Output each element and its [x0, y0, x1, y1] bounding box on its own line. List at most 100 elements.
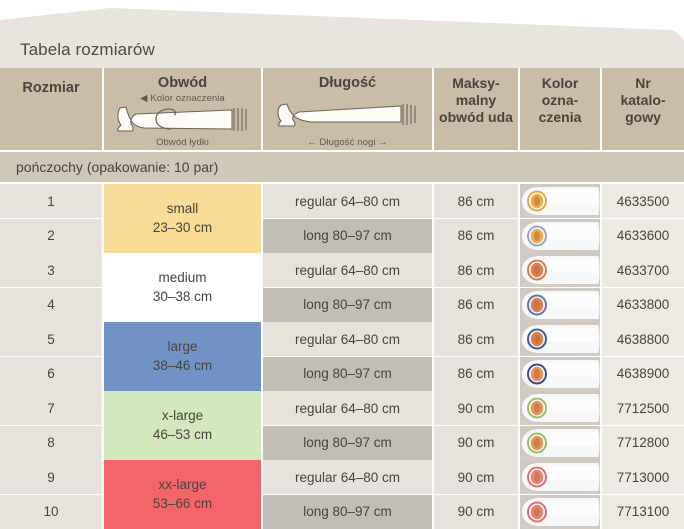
- cell-rozmiar: 2: [0, 218, 102, 253]
- cell-dlugosc: long 80–97 cm: [263, 218, 432, 253]
- table-row: 1 regular 64–80 cm 86 cm 4633500: [0, 184, 684, 218]
- sock-marker-photo-icon: [520, 494, 600, 529]
- size-group-block: xx-large 53–66 cm: [104, 460, 261, 529]
- cell-kolor-oznaczenia: [520, 287, 600, 322]
- cell-kolor-oznaczenia: [520, 218, 600, 253]
- sock-marker-photo-icon: [520, 253, 600, 287]
- cell-nr-katalogowy: 7713000: [602, 460, 684, 494]
- cell-kolor-oznaczenia: [520, 425, 600, 460]
- size-group-name: medium: [158, 270, 207, 286]
- leg-length-icon: [276, 103, 416, 127]
- cell-dlugosc: long 80–97 cm: [263, 494, 432, 529]
- size-group-block: large 38–46 cm: [104, 322, 261, 391]
- table-row: 10 long 80–97 cm 90 cm 7713100: [0, 494, 684, 529]
- cell-rozmiar: 6: [0, 356, 102, 391]
- size-group-range: 23–30 cm: [152, 220, 213, 236]
- table-row: 9 regular 64–80 cm 90 cm 7713000: [0, 460, 684, 494]
- cell-nr-katalogowy: 7712800: [602, 425, 684, 460]
- caption-text: Kolor oznaczenia: [150, 93, 225, 104]
- cell-dlugosc: regular 64–80 cm: [263, 253, 432, 287]
- cell-dlugosc: long 80–97 cm: [263, 287, 432, 322]
- cell-nr-katalogowy: 4633600: [602, 218, 684, 253]
- table-body: 1 regular 64–80 cm 86 cm 4633500 2 long 80–97…: [0, 184, 684, 529]
- cell-kolor-oznaczenia: [520, 494, 600, 529]
- cell-maksymalny-obwod-uda: 86 cm: [434, 287, 518, 322]
- cell-rozmiar: 1: [0, 184, 102, 218]
- cell-nr-katalogowy: 4638800: [602, 322, 684, 356]
- cell-kolor-oznaczenia: [520, 391, 600, 425]
- sock-marker-photo-icon: [520, 322, 600, 356]
- cell-maksymalny-obwod-uda: 86 cm: [434, 218, 518, 253]
- product-group-subheader: pończochy (opakowanie: 10 par): [0, 152, 684, 182]
- cell-kolor-oznaczenia: [520, 356, 600, 391]
- cell-nr-katalogowy: 4633500: [602, 184, 684, 218]
- page-title: Tabela rozmiarów: [20, 40, 155, 59]
- cell-maksymalny-obwod-uda: 86 cm: [434, 184, 518, 218]
- size-group-range: 53–66 cm: [152, 496, 213, 512]
- size-group-name: xx-large: [158, 477, 207, 493]
- cell-rozmiar: 9: [0, 460, 102, 494]
- calf-circumference-illustration: ◀ Kolor oznaczenia Obwód łydki: [104, 91, 261, 150]
- cell-maksymalny-obwod-uda: 90 cm: [434, 460, 518, 494]
- cell-maksymalny-obwod-uda: 90 cm: [434, 391, 518, 425]
- cell-maksymalny-obwod-uda: 86 cm: [434, 356, 518, 391]
- column-header-label: Kolor ozna- czenia: [538, 75, 582, 125]
- table-row: 3 regular 64–80 cm 86 cm 4633700: [0, 253, 684, 287]
- table-row: 2 long 80–97 cm 86 cm 4633600: [0, 218, 684, 253]
- cell-rozmiar: 5: [0, 322, 102, 356]
- cell-dlugosc: long 80–97 cm: [263, 425, 432, 460]
- cell-rozmiar: 7: [0, 391, 102, 425]
- table-row: 7 regular 64–80 cm 90 cm 7712500: [0, 391, 684, 425]
- leg-calf-circumference-icon: [116, 106, 247, 132]
- table-row: 4 long 80–97 cm 86 cm 4633800: [0, 287, 684, 322]
- table-header-row: Rozmiar Obwód ◀ Kolor oznaczenia: [0, 68, 684, 150]
- product-group-label: pończochy (opakowanie: 10 par): [16, 159, 219, 175]
- cell-dlugosc: regular 64–80 cm: [263, 322, 432, 356]
- size-group-range: 38–46 cm: [152, 358, 213, 374]
- illustration-caption-bottom: Obwód łydki: [156, 137, 209, 148]
- column-header-rozmiar: Rozmiar: [0, 68, 102, 150]
- size-group-block: small 23–30 cm: [104, 184, 261, 253]
- arrow-right-icon: →: [378, 137, 388, 148]
- sock-marker-photo-icon: [520, 218, 600, 253]
- cell-rozmiar: 8: [0, 425, 102, 460]
- size-group-range: 46–53 cm: [152, 427, 213, 443]
- title-banner: Tabela rozmiarów: [0, 8, 684, 68]
- cell-rozmiar: 4: [0, 287, 102, 322]
- illustration-caption-top: ◀ Kolor oznaczenia: [104, 93, 261, 104]
- left-arrow-icon: ◀: [140, 93, 148, 104]
- cell-dlugosc: long 80–97 cm: [263, 356, 432, 391]
- cell-nr-katalogowy: 4633800: [602, 287, 684, 322]
- sock-marker-photo-icon: [520, 356, 600, 391]
- cell-rozmiar: 10: [0, 494, 102, 529]
- cell-kolor-oznaczenia: [520, 322, 600, 356]
- column-header-maksymalny-obwod-uda: Maksy- malny obwód uda: [434, 68, 518, 150]
- caption-text: Długość nogi: [319, 137, 376, 148]
- arrow-left-icon: ←: [307, 137, 317, 148]
- cell-kolor-oznaczenia: [520, 184, 600, 218]
- cell-maksymalny-obwod-uda: 86 cm: [434, 253, 518, 287]
- leg-length-illustration: ← Długość nogi →: [263, 91, 432, 150]
- sock-marker-photo-icon: [520, 425, 600, 460]
- illustration-caption-bottom: ← Długość nogi →: [263, 137, 432, 148]
- cell-maksymalny-obwod-uda: 86 cm: [434, 322, 518, 356]
- table-row: 8 long 80–97 cm 90 cm 7712800: [0, 425, 684, 460]
- cell-dlugosc: regular 64–80 cm: [263, 184, 432, 218]
- size-group-block: medium 30–38 cm: [104, 253, 261, 322]
- table-row: 6 long 80–97 cm 86 cm 4638900: [0, 356, 684, 391]
- sock-marker-photo-icon: [520, 287, 600, 322]
- cell-kolor-oznaczenia: [520, 460, 600, 494]
- cell-nr-katalogowy: 7712500: [602, 391, 684, 425]
- cell-rozmiar: 3: [0, 253, 102, 287]
- cell-maksymalny-obwod-uda: 90 cm: [434, 494, 518, 529]
- sock-marker-photo-icon: [520, 460, 600, 494]
- cell-kolor-oznaczenia: [520, 253, 600, 287]
- size-group-name: large: [167, 339, 198, 355]
- column-header-label: Rozmiar: [22, 80, 80, 96]
- table-row: 5 regular 64–80 cm 86 cm 4638800: [0, 322, 684, 356]
- cell-nr-katalogowy: 4633700: [602, 253, 684, 287]
- cell-nr-katalogowy: 7713100: [602, 494, 684, 529]
- column-header-label: Maksy- malny obwód uda: [439, 75, 513, 125]
- sock-marker-photo-icon: [520, 391, 600, 425]
